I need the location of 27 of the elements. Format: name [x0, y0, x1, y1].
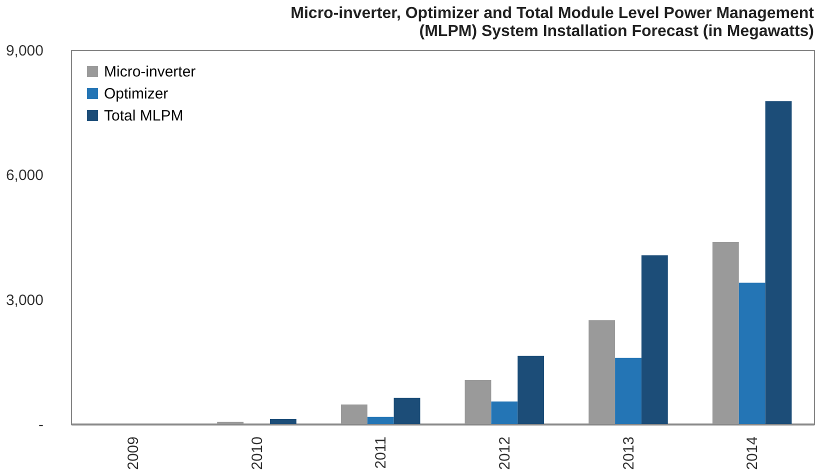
- y-tick-label: 3,000: [6, 292, 44, 309]
- bar: [518, 356, 544, 424]
- chart-title: Micro-inverter, Optimizer and Total Module Level Power Management (MLPM) System Installation Forecast (in Megawatts): [290, 5, 815, 40]
- bar: [615, 358, 642, 424]
- y-tick-label: 9,000: [6, 42, 44, 60]
- bar: [367, 416, 394, 424]
- legend-label: Total MLPM: [104, 108, 184, 124]
- bar: [340, 404, 368, 424]
- y-tick-label: -: [38, 416, 44, 434]
- x-tick-label: 2013: [620, 436, 638, 470]
- legend-label: Micro-inverter: [104, 64, 196, 80]
- bar: [588, 320, 616, 424]
- x-tick-label: 2014: [744, 436, 762, 470]
- x-tick-label: 2011: [372, 436, 390, 469]
- x-tick-label: 2009: [124, 436, 142, 470]
- bar: [738, 282, 766, 424]
- x-tick-label: 2012: [496, 436, 514, 470]
- bar: [464, 380, 492, 424]
- bar: [270, 419, 296, 424]
- y-tick-label: 6,000: [6, 167, 44, 184]
- bar: [712, 242, 739, 424]
- bar: [765, 101, 792, 424]
- bar: [394, 398, 420, 424]
- bar: [641, 255, 668, 424]
- bar: [491, 402, 518, 424]
- x-tick-label: 2010: [248, 436, 266, 470]
- legend-label: Optimizer: [104, 86, 168, 102]
